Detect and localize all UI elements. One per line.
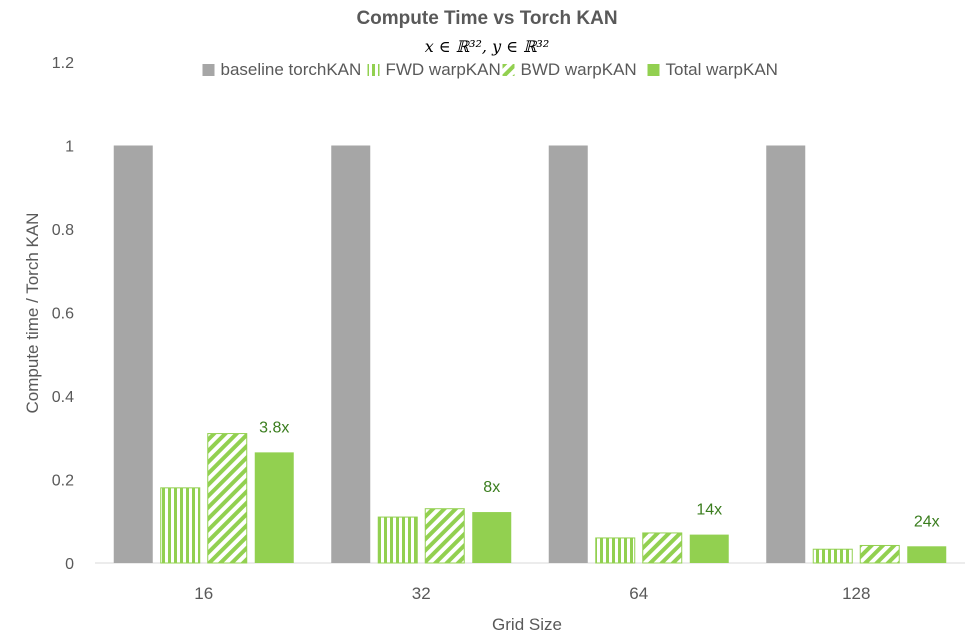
legend-label: BWD warpKAN bbox=[521, 60, 637, 79]
y-axis-label: Compute time / Torch KAN bbox=[23, 213, 42, 414]
bar-bwd-warpkan-32 bbox=[424, 508, 465, 564]
legend-label: Total warpKAN bbox=[666, 60, 778, 79]
legend-swatch-total-warpkan bbox=[647, 64, 660, 76]
bar-total-warpkan-32 bbox=[472, 512, 512, 563]
bar-total-warpkan-128 bbox=[907, 546, 947, 563]
bar-bwd-warpkan-16 bbox=[207, 433, 248, 564]
legend-swatch-baseline-torchkan bbox=[202, 64, 215, 76]
y-tick-label: 0.4 bbox=[52, 389, 74, 406]
legend: baseline torchKAN FWD warpKAN BWD warpKAN T… bbox=[202, 60, 778, 79]
y-tick-label: 0.2 bbox=[52, 473, 74, 490]
bar-fwd-warpkan-32 bbox=[377, 516, 418, 564]
bar-baseline-torchkan-32 bbox=[331, 145, 371, 563]
y-tick-label: 1.2 bbox=[52, 55, 74, 72]
y-axis-ticks: 0 0.2 0.4 0.6 0.8 1 1.2 bbox=[52, 55, 74, 573]
x-tick-label: 32 bbox=[412, 584, 431, 603]
bar-bwd-warpkan-128 bbox=[859, 544, 900, 564]
bar-total-warpkan-64 bbox=[689, 534, 729, 563]
y-tick-label: 0.8 bbox=[52, 222, 74, 239]
annotations: 3.8x 8x 14x 24x bbox=[259, 419, 940, 530]
legend-swatch-bwd-warpkan bbox=[502, 64, 515, 76]
chart-title: Compute Time vs Torch KAN bbox=[356, 8, 617, 29]
x-tick-label: 16 bbox=[194, 584, 213, 603]
speedup-label: 3.8x bbox=[259, 419, 289, 436]
y-tick-label: 1 bbox=[65, 139, 74, 156]
x-axis-ticks: 16 32 64 128 bbox=[194, 584, 870, 603]
x-axis-label: Grid Size bbox=[492, 615, 562, 634]
speedup-label: 14x bbox=[696, 502, 722, 519]
bar-baseline-torchkan-16 bbox=[113, 145, 153, 563]
x-tick-label: 64 bbox=[629, 584, 648, 603]
bar-total-warpkan-16 bbox=[254, 452, 294, 563]
bars bbox=[113, 145, 947, 564]
legend-label: FWD warpKAN bbox=[386, 60, 501, 79]
y-tick-label: 0 bbox=[65, 556, 74, 573]
speedup-label: 24x bbox=[914, 513, 940, 530]
speedup-label: 8x bbox=[483, 479, 500, 496]
chart-subtitle: x ∈ ℝ³², y ∈ ℝ³² bbox=[425, 37, 550, 56]
y-tick-label: 0.6 bbox=[52, 306, 74, 323]
bar-fwd-warpkan-16 bbox=[160, 487, 201, 564]
legend-label: baseline torchKAN bbox=[221, 60, 362, 79]
bar-baseline-torchkan-128 bbox=[766, 145, 806, 563]
bar-baseline-torchkan-64 bbox=[548, 145, 588, 563]
bar-fwd-warpkan-128 bbox=[812, 548, 853, 564]
bar-fwd-warpkan-64 bbox=[595, 537, 636, 564]
legend-swatch-fwd-warpkan bbox=[367, 64, 380, 76]
bar-bwd-warpkan-64 bbox=[642, 532, 683, 564]
x-tick-label: 128 bbox=[842, 584, 870, 603]
